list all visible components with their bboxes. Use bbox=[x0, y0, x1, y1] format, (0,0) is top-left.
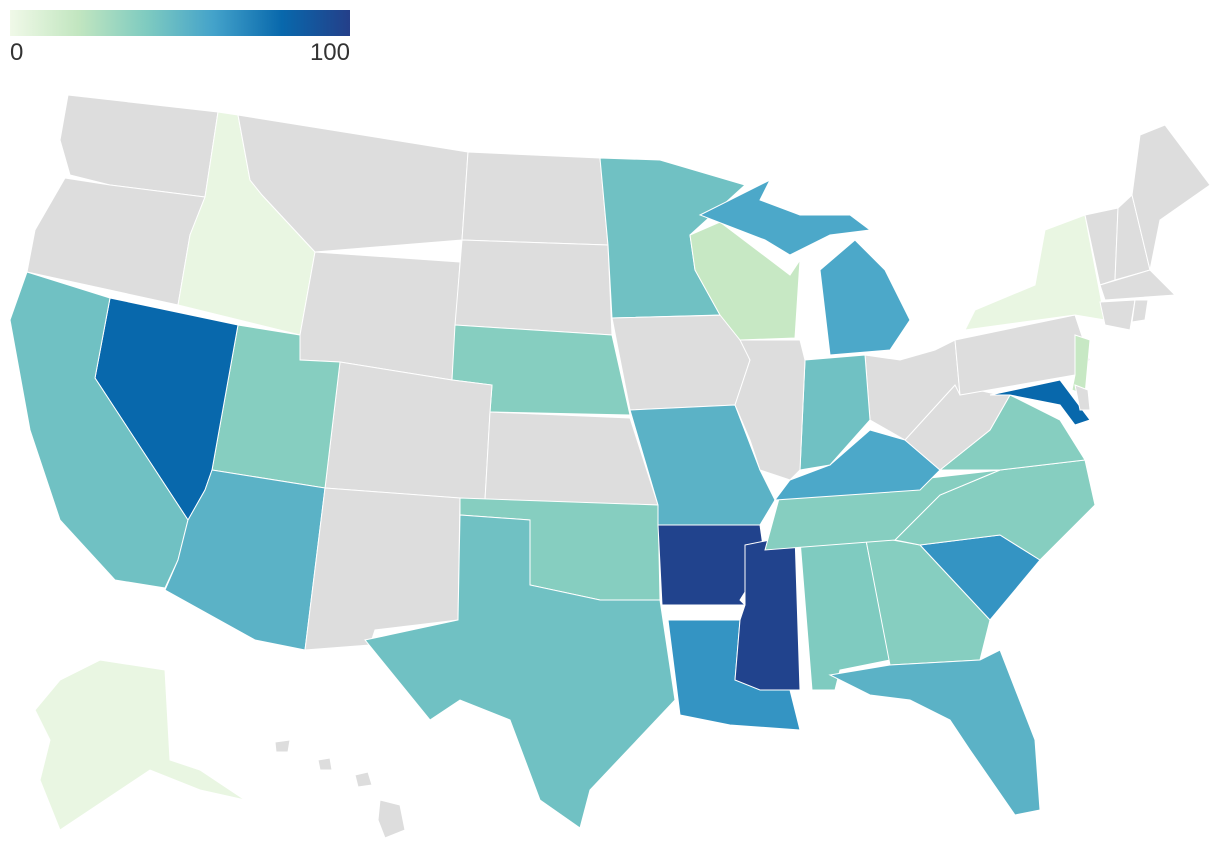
state bbox=[964, 214, 1106, 331]
state bbox=[734, 534, 801, 691]
state bbox=[989, 379, 1091, 426]
state bbox=[828, 649, 1041, 816]
state bbox=[364, 514, 676, 829]
state-no-data bbox=[324, 361, 493, 501]
state-no-data bbox=[1099, 269, 1177, 301]
states bbox=[9, 94, 1211, 839]
state bbox=[657, 524, 766, 606]
state-no-data bbox=[461, 151, 609, 246]
state-no-data bbox=[274, 739, 406, 839]
state bbox=[689, 221, 801, 341]
state-no-data bbox=[484, 411, 659, 506]
state-no-data bbox=[1131, 299, 1149, 323]
state bbox=[9, 271, 189, 589]
state-no-data bbox=[611, 314, 751, 411]
state bbox=[773, 429, 941, 501]
colorbar-gradient bbox=[10, 10, 350, 36]
colorbar-tick-label: 0 bbox=[10, 39, 23, 66]
state-no-data bbox=[1099, 299, 1136, 331]
state-no-data bbox=[734, 339, 806, 481]
state bbox=[764, 469, 1001, 551]
state-no-data bbox=[454, 239, 613, 336]
colorbar: 0 100 bbox=[10, 10, 350, 66]
state bbox=[34, 659, 246, 831]
state-no-data bbox=[1074, 384, 1091, 411]
colorbar-tick-label: 100 bbox=[310, 39, 350, 66]
state bbox=[698, 178, 911, 356]
